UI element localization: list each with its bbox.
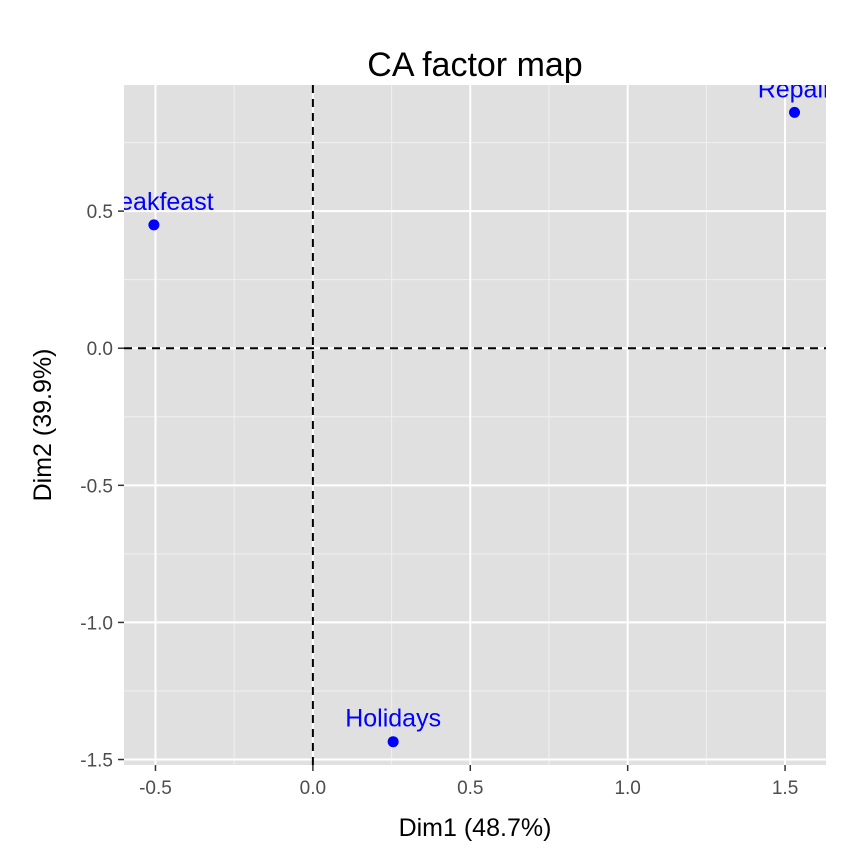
minor-gridlines xyxy=(124,85,826,765)
y-tick-label: -1.0 xyxy=(80,613,113,634)
y-tick-label: -1.5 xyxy=(80,751,113,772)
x-tick-label: 0.5 xyxy=(457,778,483,799)
plot-panel xyxy=(124,85,826,765)
y-axis-ticks: -1.5 -1.0 -0.5 0.0 0.5 xyxy=(80,202,124,772)
x-tick-label: 1.5 xyxy=(772,778,798,799)
y-axis-title: Dim2 (39.9%) xyxy=(29,349,57,502)
reference-lines xyxy=(124,85,826,765)
point-label: Holidays xyxy=(345,705,441,733)
y-tick-label: 0.0 xyxy=(87,339,113,360)
data-points xyxy=(148,106,801,748)
x-tick-label: 1.0 xyxy=(614,778,640,799)
data-point xyxy=(387,736,399,748)
point-labels: Breakfeast Repair Holidays xyxy=(94,75,832,733)
point-label: Repair xyxy=(758,75,832,103)
chart-title: CA factor map xyxy=(367,46,582,84)
y-tick-label: 0.5 xyxy=(87,202,113,223)
data-point xyxy=(789,106,801,118)
x-axis-ticks: -0.5 0.0 0.5 1.0 1.5 xyxy=(139,765,798,799)
x-tick-label: 0.0 xyxy=(300,778,326,799)
point-label: Breakfeast xyxy=(94,188,214,216)
data-point xyxy=(148,219,160,231)
x-axis-title: Dim1 (48.7%) xyxy=(399,814,552,842)
y-tick-label: -0.5 xyxy=(80,476,113,497)
x-tick-label: -0.5 xyxy=(139,778,172,799)
